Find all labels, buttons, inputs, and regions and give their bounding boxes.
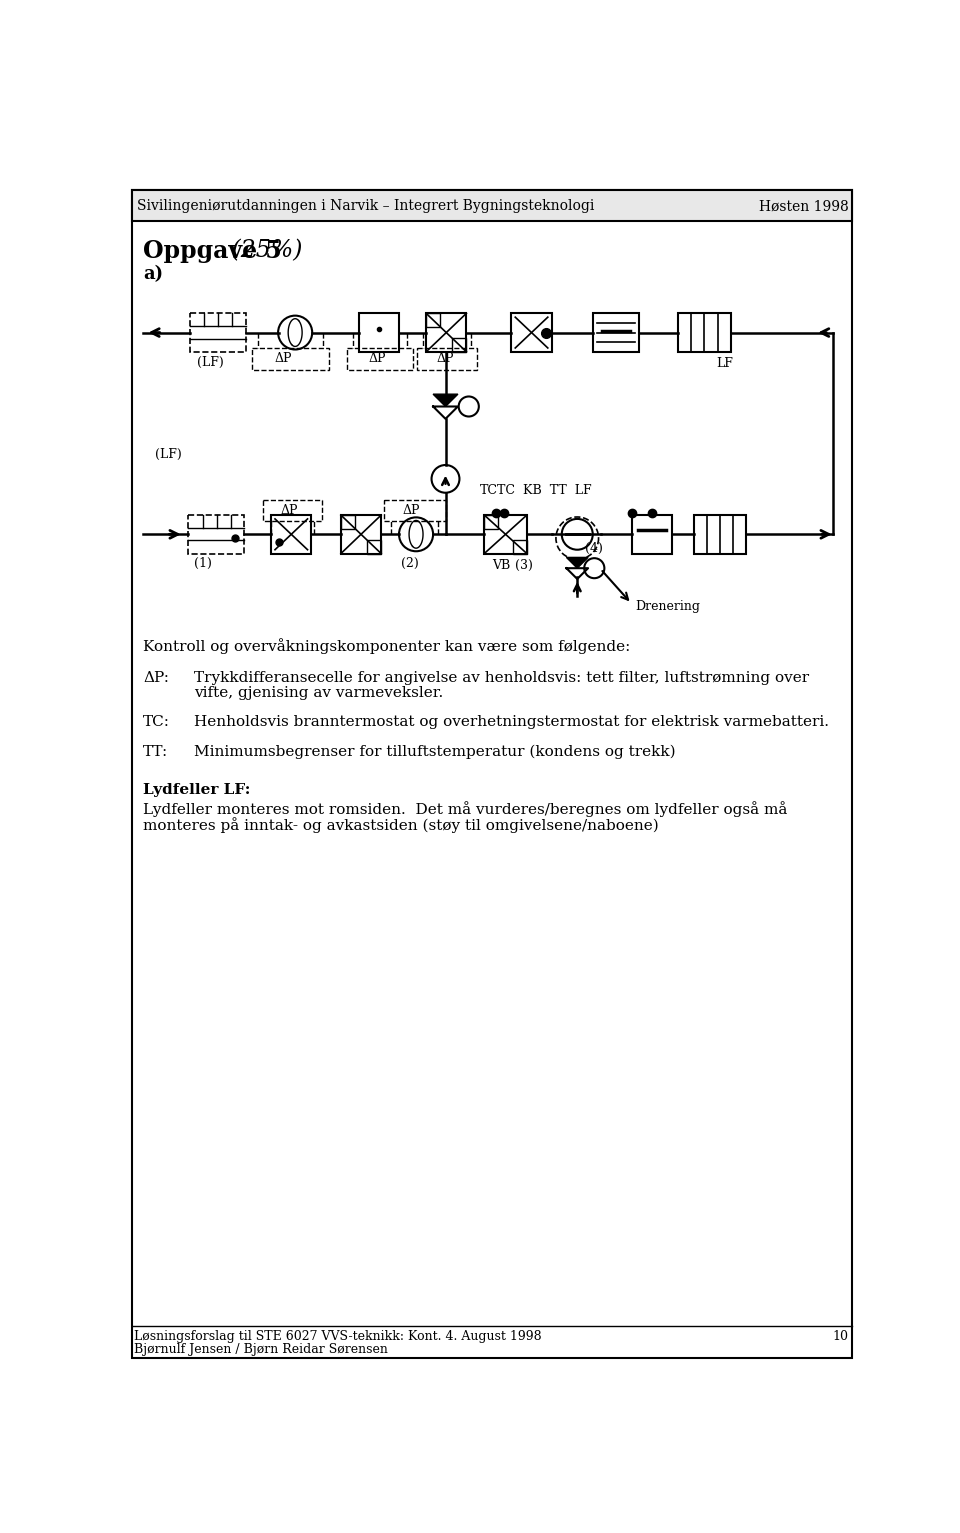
Text: Kontroll og overvåkningskomponenter kan være som følgende:: Kontroll og overvåkningskomponenter kan … [143,638,631,655]
Polygon shape [433,394,458,406]
Bar [359,313,399,351]
Text: ΔP:: ΔP: [143,670,169,685]
Bar [426,313,440,327]
Bar [484,515,527,553]
Text: Lydfeller LF:: Lydfeller LF: [143,783,251,797]
Bar [417,348,477,369]
Bar [263,500,322,521]
Text: Høsten 1998: Høsten 1998 [758,199,849,213]
Text: ΔP: ΔP [275,351,293,365]
Bar [632,515,672,553]
Text: (3): (3) [516,560,533,572]
Bar [252,348,329,369]
Text: (1): (1) [194,558,211,570]
Text: Minimumsbegrenser for tilluftstemperatur (kondens og trekk): Minimumsbegrenser for tilluftstemperatur… [194,745,675,759]
Bar [452,337,467,351]
Text: TC: TC [480,484,498,497]
Text: (4): (4) [585,543,603,555]
Text: 10: 10 [832,1331,849,1343]
Bar [512,313,552,351]
Bar [341,515,355,529]
Bar [592,313,639,351]
Text: Trykkdifferansecelle for angivelse av henholdsvis: tett filter, luftstrømning ov: Trykkdifferansecelle for angivelse av he… [194,670,808,685]
Text: Drenering: Drenering [636,599,701,613]
Text: Bjørnulf Jensen / Bjørn Reidar Sørensen: Bjørnulf Jensen / Bjørn Reidar Sørensen [134,1343,388,1355]
Text: ΔP: ΔP [369,351,386,365]
Text: TT:: TT: [143,745,169,759]
Bar [368,540,381,553]
Bar [693,515,746,553]
Text: TC:: TC: [143,716,170,730]
Text: (LF): (LF) [198,356,225,368]
Text: Løsningsforslag til STE 6027 VVS-teknikk: Kont. 4. August 1998: Løsningsforslag til STE 6027 VVS-teknikk… [134,1331,541,1343]
Text: Sivilingeniørutdanningen i Narvik – Integrert Bygningsteknologi: Sivilingeniørutdanningen i Narvik – Inte… [137,199,594,213]
Text: TC  KB  TT  LF: TC KB TT LF [497,484,592,497]
Bar [132,190,852,221]
Bar [341,515,381,553]
Polygon shape [566,558,588,569]
Bar [188,515,244,553]
Bar [271,515,311,553]
Bar [348,348,413,369]
Text: monteres på inntak- og avkastsiden (støy til omgivelsene/naboene): monteres på inntak- og avkastsiden (støy… [143,817,659,832]
Text: LF: LF [717,357,733,369]
Text: Lydfeller monteres mot romsiden.  Det må vurderes/beregnes om lydfeller også må: Lydfeller monteres mot romsiden. Det må … [143,802,787,817]
Text: Henholdsvis branntermostat og overhetningstermostat for elektrisk varmebatteri.: Henholdsvis branntermostat og overhetnin… [194,716,828,730]
Text: vifte, gjenising av varmeveksler.: vifte, gjenising av varmeveksler. [194,685,443,701]
Text: VB: VB [492,560,511,572]
Text: (LF): (LF) [155,448,181,461]
Text: ΔP: ΔP [280,503,298,517]
Text: a): a) [143,265,163,282]
Bar [513,540,527,553]
Bar [383,500,445,521]
Text: ΔP: ΔP [436,351,454,365]
Bar [190,313,246,351]
Text: (25%): (25%) [224,239,302,262]
Bar [678,313,731,351]
Bar [426,313,467,351]
Text: (2): (2) [400,558,419,570]
Bar [484,515,498,529]
Text: ΔP: ΔP [403,503,420,517]
Text: Oppgave 5: Oppgave 5 [143,239,282,264]
